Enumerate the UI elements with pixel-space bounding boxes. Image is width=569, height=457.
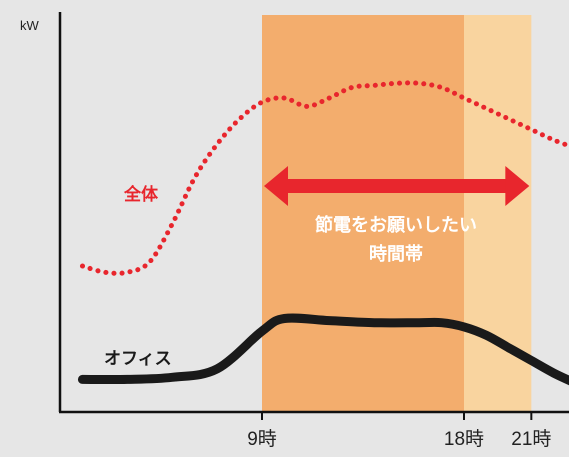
series-line-office <box>77 313 569 386</box>
x-ticks: 9時 18時 21時 <box>247 412 551 450</box>
shaded-period-0 <box>262 15 464 412</box>
arrow-head-right <box>505 166 530 206</box>
x-tick-label-1: 18時 <box>444 428 484 450</box>
x-tick-label-0: 9時 <box>247 428 277 450</box>
series-line-total <box>79 80 569 276</box>
series-label-office: オフィス <box>104 349 172 369</box>
y-axis-label: kW <box>20 18 40 33</box>
arrow-head-left <box>264 166 288 206</box>
peak-hours-arrow <box>264 166 530 206</box>
x-tick-label-2: 21時 <box>511 428 551 450</box>
peak-hours-label-line1: 節電をお願いしたい <box>315 214 477 236</box>
peak-hours-label-line2: 時間帯 <box>369 243 423 265</box>
series-label-total: 全体 <box>123 184 159 205</box>
shaded-periods <box>262 15 532 412</box>
series-layer <box>77 80 569 386</box>
arrow-shaft <box>286 179 508 193</box>
